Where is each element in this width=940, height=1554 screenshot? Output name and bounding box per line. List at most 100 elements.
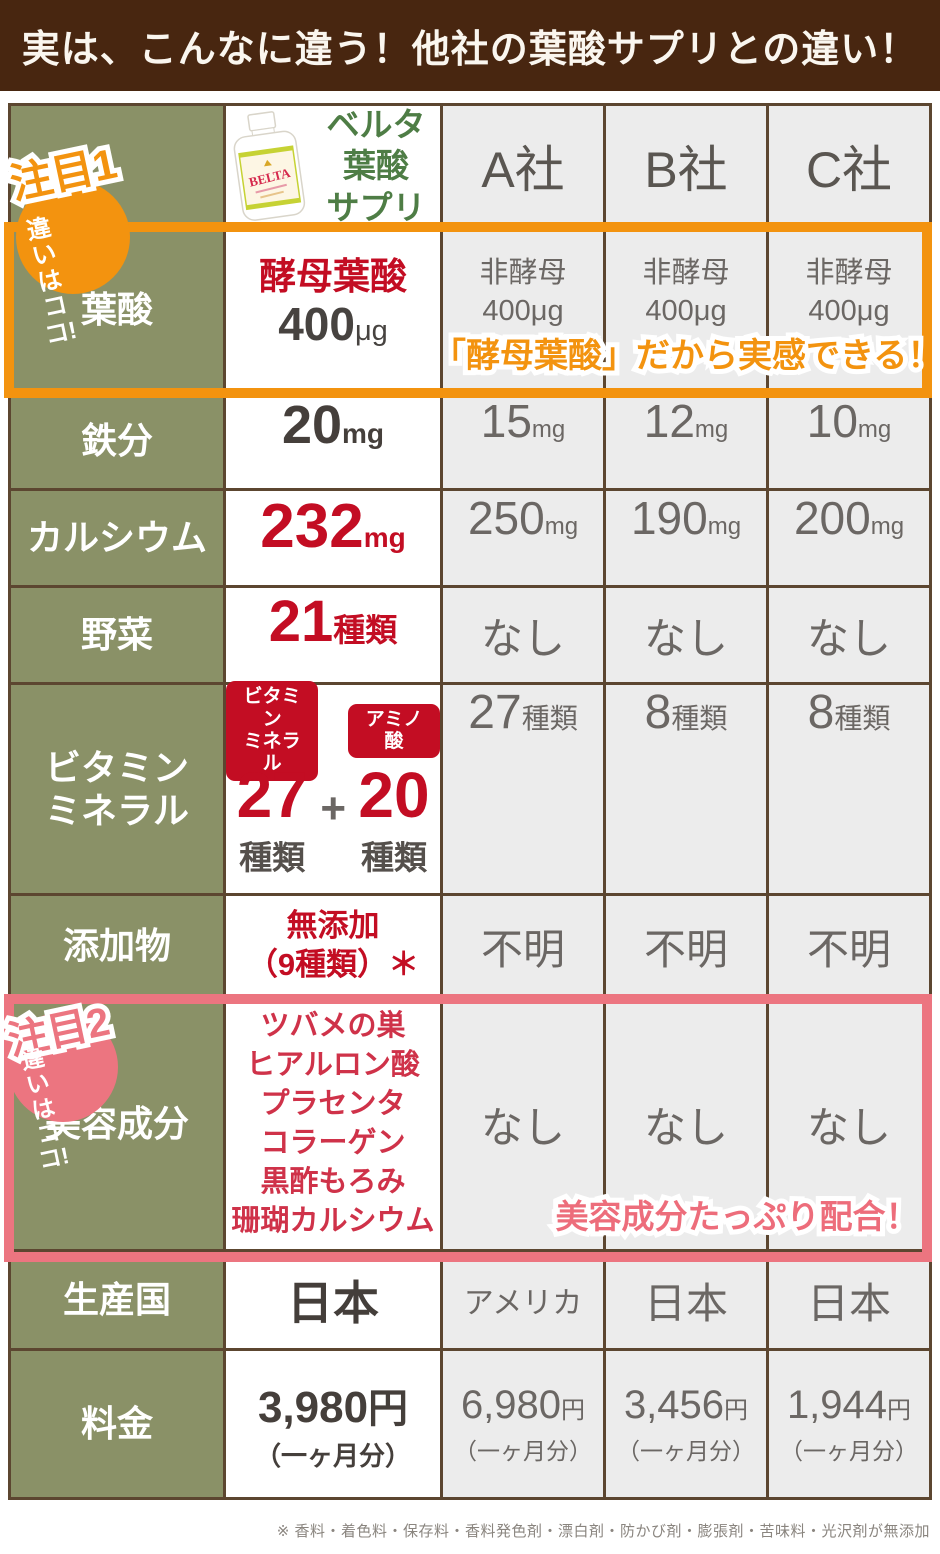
cell-vitamins-belta: ビタミン ミネラル 27 種類 + アミノ酸 20 種類	[226, 681, 440, 893]
iron-belta-unit: mg	[342, 418, 385, 449]
cell-iron-c: 10 mg	[769, 394, 929, 488]
beauty-ingredient-6: 珊瑚カルシウム	[231, 1205, 435, 1238]
folate-c-line2: 400μg	[808, 294, 890, 327]
row-label-vegetables: 野菜	[11, 588, 223, 682]
price-b-note: （一ヶ月分）	[617, 1437, 755, 1464]
calcium-a-unit: mg	[544, 513, 579, 540]
cell-vitamins-a: 27 種類	[443, 685, 603, 893]
folate-b-line1: 非酵母	[642, 257, 730, 289]
supplement-bottle-image: BELTA	[233, 111, 306, 221]
row-label-beauty: 美容成分	[11, 999, 223, 1249]
header-belta-cell: BELTA ベルタ葉酸 サプリ	[226, 106, 440, 226]
product-name-line1: ベルタ葉酸	[326, 106, 426, 185]
cell-folate-b: 非酵母 400μg	[606, 229, 766, 391]
folate-a-line1: 非酵母	[479, 257, 567, 289]
page-title: 実は、こんなに違う！他社の葉酸サプリとの違い！	[21, 29, 919, 71]
folate-callout-outline: 「酵母葉酸」だから実感できる！	[427, 332, 940, 380]
price-belta-unit: 円	[368, 1386, 409, 1431]
vitamins-b-unit: 種類	[671, 703, 728, 734]
folate-type: 酵母葉酸	[259, 256, 407, 298]
cell-country-b: 日本	[606, 1252, 766, 1348]
vitamins-col1: ビタミン ミネラル 27 種類	[226, 681, 319, 879]
iron-c-unit: mg	[857, 416, 892, 443]
vitamins-unit1: 種類	[239, 839, 306, 876]
cell-folate-a: 非酵母 400μg	[443, 229, 603, 391]
cell-iron-a: 15 mg	[443, 394, 603, 488]
cell-vegetables-a: なし	[443, 588, 603, 682]
price-belta-main: 3,980 円	[258, 1376, 408, 1434]
iron-b-value: 12	[643, 395, 695, 447]
cell-beauty-b: なし	[606, 999, 766, 1249]
cell-additives-belta: 無添加 （9種類）＊	[226, 896, 440, 996]
cell-vitamins-b: 8 種類	[606, 685, 766, 893]
cell-calcium-c: 200 mg	[769, 491, 929, 585]
price-b-unit: 円	[724, 1396, 749, 1424]
vitamins-badge2-wrap: アミノ酸	[348, 701, 440, 761]
price-a-value: 6,980	[460, 1382, 562, 1427]
calcium-b-unit: mg	[707, 513, 742, 540]
folate-value: 400μg	[278, 299, 388, 350]
header-corner-cell	[11, 106, 223, 226]
vitamins-plus-sign: +	[320, 784, 347, 833]
row-label-additives: 添加物	[11, 896, 223, 996]
folate-b-line2: 400μg	[645, 294, 727, 327]
beauty-ingredient-4: コラーゲン	[260, 1127, 406, 1159]
beauty-ingredient-5: 黒酢もろみ	[260, 1166, 406, 1199]
vitamins-c-unit: 種類	[834, 703, 891, 734]
vitamins-minerals-badge: ビタミン ミネラル	[226, 681, 319, 781]
cell-beauty-belta: ツバメの巣 ヒアルロン酸 プラセンタ コラーゲン 黒酢もろみ 珊瑚カルシウム	[226, 999, 440, 1249]
price-c-note: （一ヶ月分）	[780, 1437, 918, 1464]
vitamins-num2: 20	[358, 759, 430, 831]
price-b-main: 3,456 円	[624, 1383, 748, 1428]
vegetables-belta-value: 21	[268, 589, 334, 654]
cell-iron-b: 12 mg	[606, 394, 766, 488]
iron-c-value: 10	[806, 395, 858, 447]
footnote: ※ 香料・着色料・保存料・香料発色剤・漂白剤・防かび剤・膨張剤・苦味料・光沢剤が…	[276, 1523, 930, 1540]
beauty-ingredient-2: ヒアルロン酸	[246, 1048, 420, 1081]
row-label-iron: 鉄分	[11, 394, 223, 488]
cell-vitamins-c: 8 種類	[769, 685, 929, 893]
cell-price-belta: 3,980 円 （一ヶ月分）	[226, 1351, 440, 1497]
price-belta-note: （一ヶ月分）	[254, 1440, 411, 1471]
header-company-c: C社	[769, 106, 929, 226]
cell-price-c: 1,944 円 （一ヶ月分）	[769, 1351, 929, 1497]
cell-additives-c: 不明	[769, 896, 929, 996]
calcium-b-value: 190	[630, 492, 708, 544]
cell-beauty-c: なし	[769, 999, 929, 1249]
iron-belta-value: 20	[281, 395, 343, 455]
vitamins-unit2: 種類	[361, 839, 428, 876]
cell-calcium-b: 190 mg	[606, 491, 766, 585]
cell-additives-b: 不明	[606, 896, 766, 996]
additives-belta-line1: 無添加	[286, 908, 380, 944]
row-label-country: 生産国	[11, 1252, 223, 1348]
row-label-vitamins: ビタミン ミネラル	[11, 685, 223, 893]
cell-vegetables-c: なし	[769, 588, 929, 682]
price-a-main: 6,980 円	[461, 1383, 585, 1428]
cell-additives-a: 不明	[443, 896, 603, 996]
beauty-callout-outline: 美容成分たっぷり配合！	[551, 1193, 924, 1240]
calcium-belta-unit: mg	[363, 522, 406, 553]
cell-price-a: 6,980 円 （一ヶ月分）	[443, 1351, 603, 1497]
cell-beauty-a: なし	[443, 999, 603, 1249]
cell-calcium-belta: 232 mg	[226, 491, 440, 585]
header-company-b: B社	[606, 106, 766, 226]
folate-value-num: 400	[278, 297, 355, 350]
price-c-value: 1,944	[786, 1382, 888, 1427]
cell-vegetables-belta: 21 種類	[226, 588, 440, 682]
beauty-ingredient-3: プラセンタ	[260, 1087, 406, 1120]
folate-a-line2: 400μg	[482, 294, 564, 327]
price-belta-value: 3,980	[257, 1382, 369, 1432]
cell-iron-belta: 20 mg	[226, 394, 440, 488]
calcium-belta-value: 232	[260, 492, 364, 561]
row-label-folate: 葉酸	[11, 229, 223, 391]
vitamins-a-unit: 種類	[521, 703, 578, 734]
beauty-callout: 美容成分たっぷり配合！ 美容成分たっぷり配合！	[548, 1190, 926, 1240]
cell-country-belta: 日本	[226, 1252, 440, 1348]
cell-vegetables-b: なし	[606, 588, 766, 682]
cell-calcium-a: 250 mg	[443, 491, 603, 585]
cell-folate-c: 非酵母 400μg	[769, 229, 929, 391]
calcium-a-value: 250	[467, 492, 545, 544]
row-label-calcium: カルシウム	[11, 491, 223, 585]
iron-b-unit: mg	[694, 416, 729, 443]
